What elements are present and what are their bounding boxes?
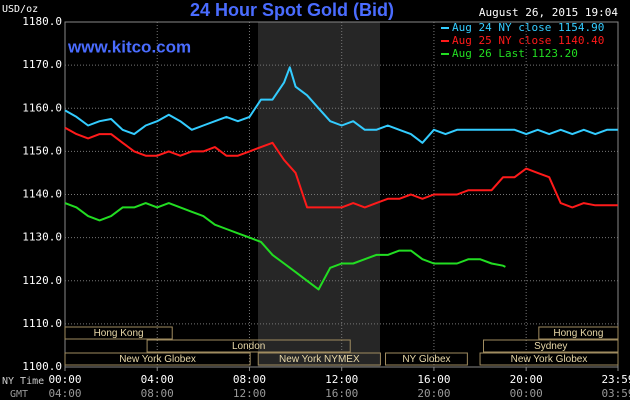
website: www.kitco.com [67, 37, 191, 56]
x-tick-label: 12:00 [325, 373, 358, 386]
session-box [257, 352, 381, 366]
y-tick-label: 1130.0 [22, 231, 62, 244]
y-tick-label: 1110.0 [22, 317, 62, 330]
y-tick-label: 1150.0 [22, 144, 62, 157]
y-tick-label: 1160.0 [22, 101, 62, 114]
price-line [64, 66, 618, 144]
session-label: New York Globex [119, 354, 196, 365]
y-tick-label: 1100.0 [22, 360, 62, 373]
session-box [64, 352, 251, 366]
session-label: London [232, 341, 265, 352]
session-box [64, 326, 173, 340]
session-label: New York NYMEX [279, 354, 360, 365]
chart-title: 24 Hour Spot Gold (Bid) [190, 0, 394, 20]
session-label: Hong Kong [94, 328, 144, 339]
x-tick-label: 08:00 [233, 373, 266, 386]
x-tick-label: 23:59 [601, 373, 630, 386]
session-label: New York Globex [511, 354, 588, 365]
price-line [64, 126, 618, 209]
session-shade [258, 22, 380, 367]
session-box [483, 339, 619, 353]
x-tick-label: 16:00 [417, 373, 450, 386]
legend-entry: Aug 26 Last 1123.20 [452, 47, 578, 60]
x2-tick-label: 03:59 [601, 387, 630, 400]
session-box [146, 339, 351, 353]
x2-tick-label: 04:00 [48, 387, 81, 400]
session-box [479, 352, 619, 366]
y-tick-label: 1170.0 [22, 58, 62, 71]
session-box [385, 352, 468, 366]
y-tick-label: 1140.0 [22, 188, 62, 201]
x-tick-label: 00:00 [48, 373, 81, 386]
x2-tick-label: 12:00 [233, 387, 266, 400]
x2-axis-label: GMT [10, 389, 28, 400]
legend-entry: Aug 24 NY close 1154.90 [452, 21, 604, 34]
x-tick-label: 20:00 [510, 373, 543, 386]
y-tick-label: 1180.0 [22, 15, 62, 28]
timestamp: August 26, 2015 19:04 [479, 6, 618, 19]
session-label: Sydney [534, 341, 567, 352]
x2-tick-label: 16:00 [325, 387, 358, 400]
session-box [538, 326, 619, 340]
x-axis-label: NY Time [2, 376, 44, 387]
x2-tick-label: 00:00 [510, 387, 543, 400]
y-axis-label: USD/oz [2, 4, 38, 15]
price-line [64, 202, 506, 291]
y-tick-label: 1120.0 [22, 274, 62, 287]
plot-border [64, 21, 619, 368]
session-label: Hong Kong [553, 328, 603, 339]
legend-entry: Aug 25 NY close 1140.40 [452, 34, 604, 47]
x2-tick-label: 08:00 [141, 387, 174, 400]
x-tick-label: 04:00 [141, 373, 174, 386]
x2-tick-label: 20:00 [417, 387, 450, 400]
session-label: NY Globex [402, 354, 450, 365]
